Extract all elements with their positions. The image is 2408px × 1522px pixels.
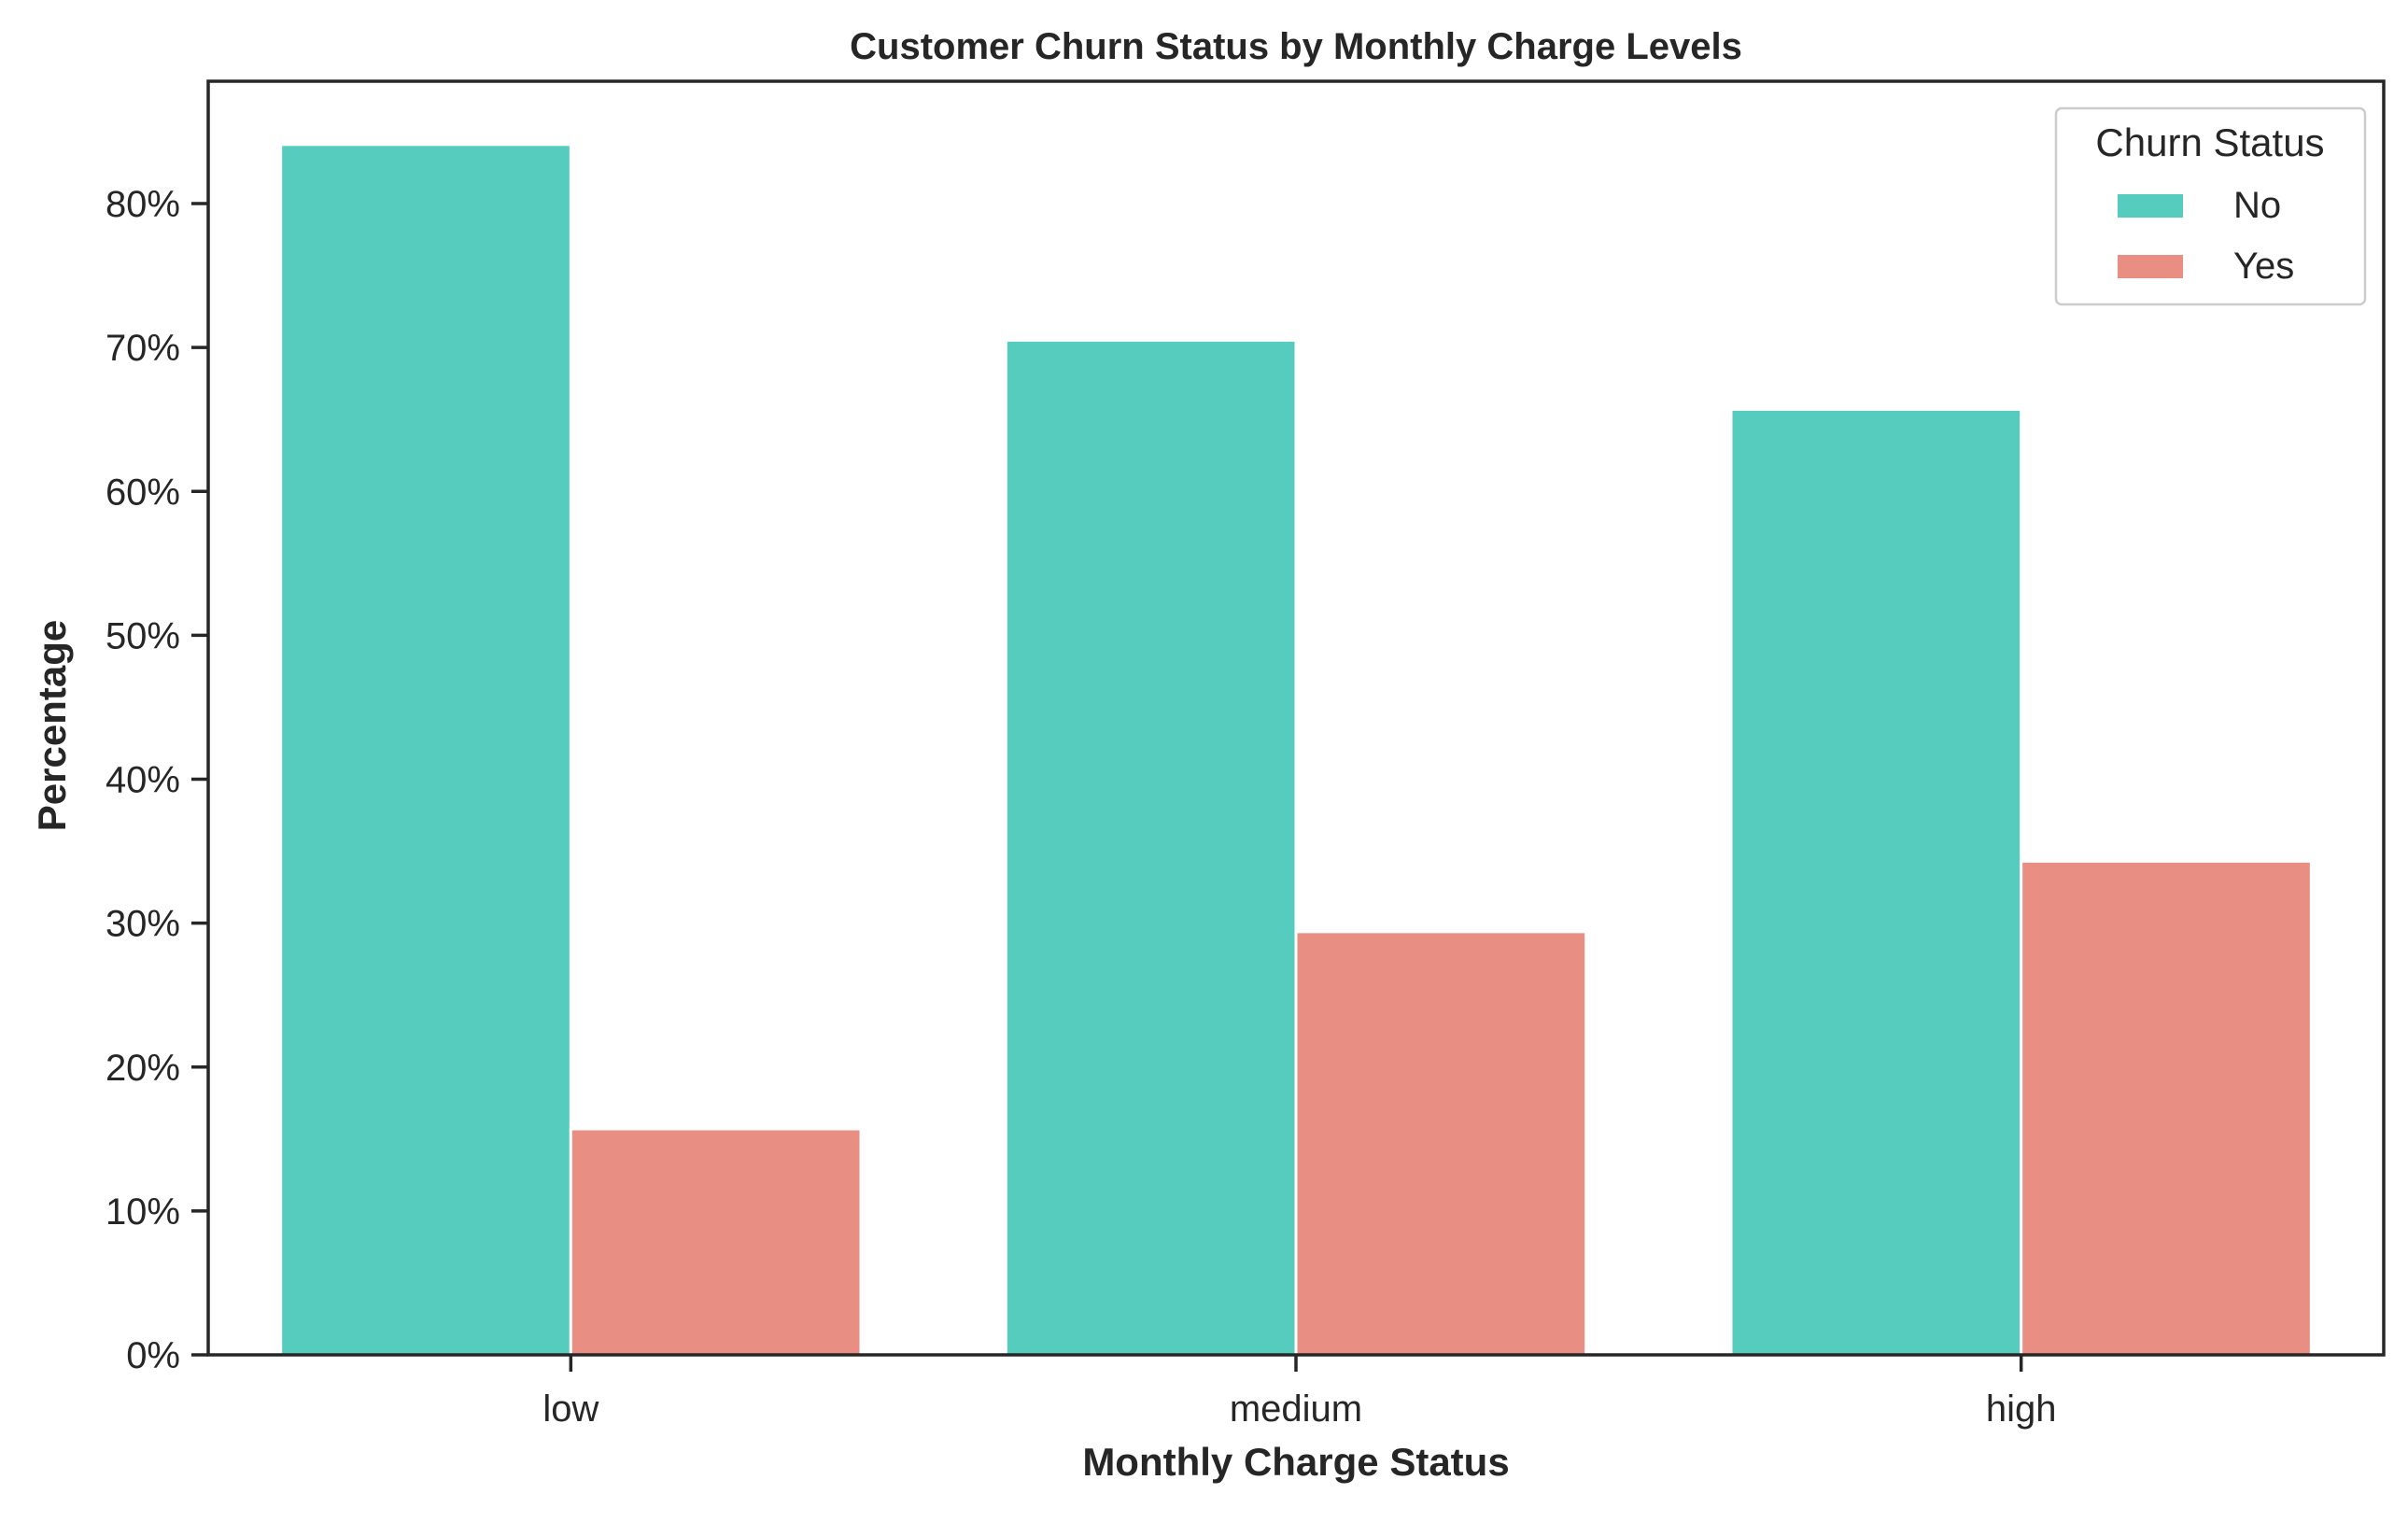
x-axis-label: Monthly Charge Status	[1082, 1440, 1509, 1484]
bar-yes-low	[569, 1127, 863, 1357]
x-tick-label-low: low	[542, 1388, 598, 1430]
y-tick-label: 80%	[106, 184, 180, 225]
y-tick-label: 70%	[106, 328, 180, 369]
y-tick-label: 50%	[106, 615, 180, 656]
y-tick-label: 30%	[106, 904, 180, 945]
legend-swatch-no	[2118, 194, 2183, 218]
legend-label-yes: Yes	[2233, 246, 2294, 287]
legend-swatch-yes	[2118, 255, 2183, 278]
legend: Churn Status No Yes	[2054, 106, 2367, 306]
bars-layer	[279, 143, 2313, 1357]
y-axis-ticks: 0% 10% 20% 30% 40% 50% 60% 70% 80%	[106, 184, 208, 1376]
bar-no-medium	[1004, 338, 1298, 1357]
y-tick-label: 20%	[106, 1048, 180, 1089]
y-tick-label: 40%	[106, 760, 180, 801]
chart-title: Customer Churn Status by Monthly Charge …	[850, 26, 1742, 67]
y-axis-label: Percentage	[30, 620, 74, 831]
bar-no-high	[1729, 407, 2023, 1357]
x-tick-label-medium: medium	[1230, 1388, 1362, 1430]
bar-no-low	[279, 143, 572, 1357]
y-tick-label: 0%	[126, 1335, 180, 1376]
y-tick-label: 10%	[106, 1191, 180, 1233]
bar-yes-high	[2020, 859, 2313, 1357]
x-axis-ticks: low medium high	[542, 1355, 2056, 1430]
plot-frame	[206, 79, 2386, 1357]
bar-yes-medium	[1294, 930, 1588, 1357]
legend-title: Churn Status	[2095, 120, 2324, 164]
y-tick-label: 60%	[106, 472, 180, 513]
legend-label-no: No	[2233, 185, 2281, 226]
x-tick-label-high: high	[1986, 1388, 2057, 1430]
